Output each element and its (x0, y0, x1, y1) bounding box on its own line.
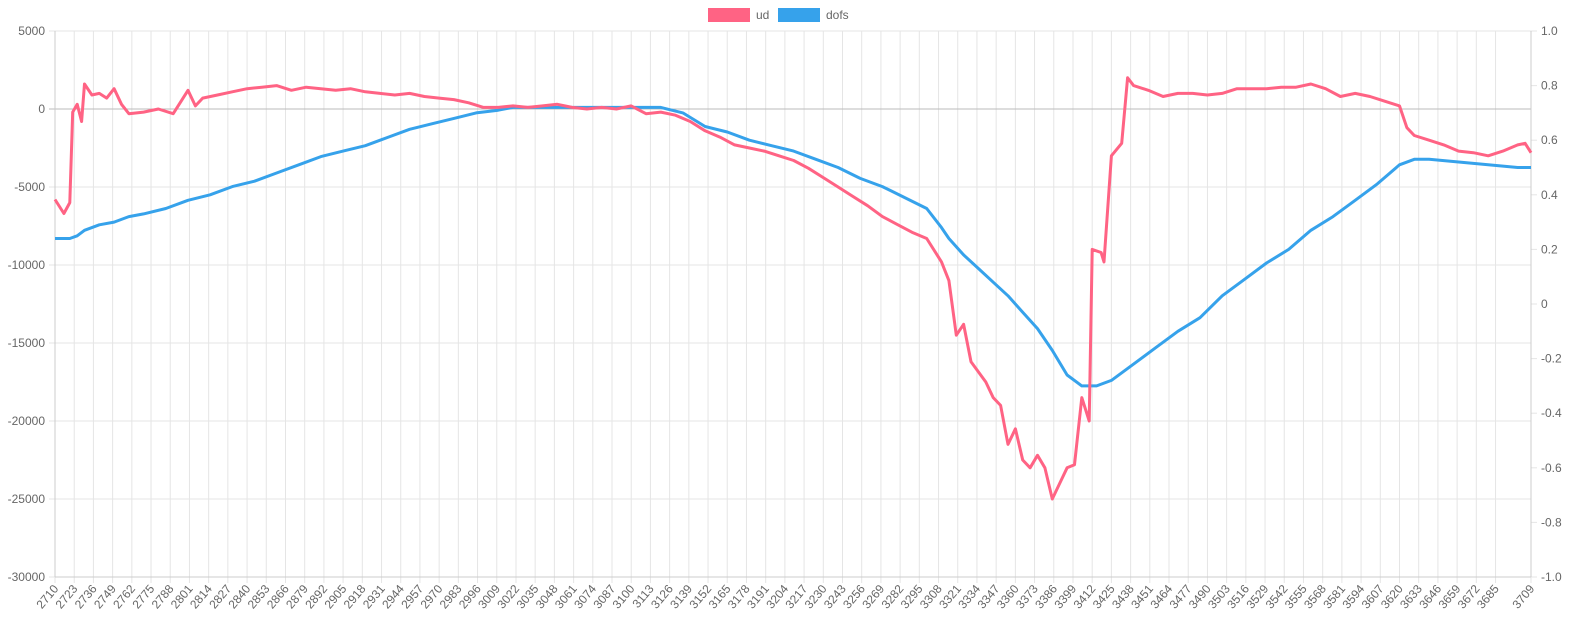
x-tick-label: 3709 (1509, 582, 1537, 612)
legend-label-dofs[interactable]: dofs (826, 8, 849, 22)
y-left-tick-label: -15000 (8, 336, 46, 350)
y-left-tick-label: -30000 (8, 570, 46, 584)
legend-swatch-dofs[interactable] (778, 8, 820, 22)
legend[interactable]: ud dofs (708, 8, 849, 22)
y-right-tick-label: 0.2 (1541, 242, 1558, 256)
y-right-tick-label: -0.6 (1541, 461, 1562, 475)
y-right-tick-label: -0.2 (1541, 352, 1562, 366)
series-lines (53, 76, 1533, 501)
y-left-tick-label: 0 (38, 102, 45, 116)
x-tick-label: 3685 (1474, 582, 1502, 612)
series-line-dofs (55, 105, 1531, 388)
y-right-tick-label: 0.8 (1541, 79, 1558, 93)
y-right-tick-label: 0.6 (1541, 133, 1558, 147)
y-right-tick-label: 1.0 (1541, 24, 1558, 38)
y-left-tick-label: -10000 (8, 258, 46, 272)
y-left-tick-label: 5000 (18, 24, 45, 38)
y-left-tick-label: -20000 (8, 414, 46, 428)
y-right-tick-label: -0.4 (1541, 406, 1562, 420)
y-left-tick-label: -25000 (8, 492, 46, 506)
legend-label-ud[interactable]: ud (756, 8, 769, 22)
y-right-tick-label: -1.0 (1541, 570, 1562, 584)
series-line-ud (53, 76, 1533, 501)
legend-swatch-ud[interactable] (708, 8, 750, 22)
y-left-tick-label: -5000 (14, 180, 45, 194)
grid (49, 30, 1537, 583)
y-right-tick-label: 0 (1541, 297, 1548, 311)
y-right-tick-label: -0.8 (1541, 515, 1562, 529)
y-right-tick-label: 0.4 (1541, 188, 1558, 202)
